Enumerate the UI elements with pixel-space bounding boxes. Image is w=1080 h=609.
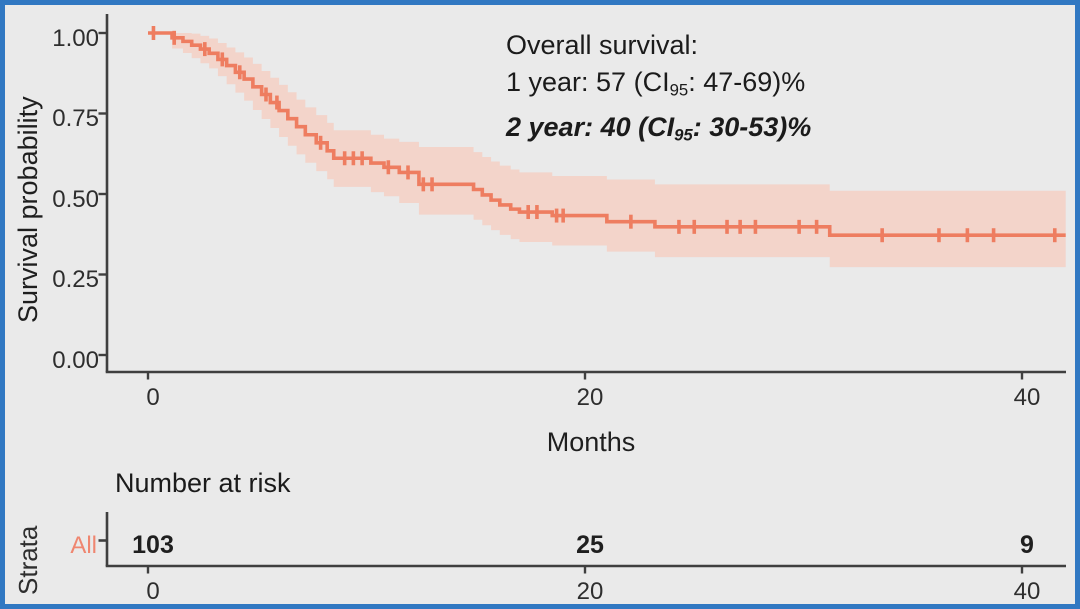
y-axis-title: Survival probability (13, 96, 43, 323)
annotation-title: Overall survival: (506, 30, 699, 60)
risk-count: 9 (1020, 531, 1034, 559)
confidence-band (148, 33, 1066, 268)
survival-curve (148, 31, 1066, 238)
risk-count: 25 (576, 531, 604, 559)
x-tick-label: 0 (146, 384, 160, 411)
x-tick-label: 40 (1013, 384, 1041, 411)
y-tick-label: 1.00 (52, 25, 99, 52)
risk-table-title: Number at risk (115, 468, 291, 498)
risk-row-label-all: All (70, 532, 97, 559)
x-axis-title: Months (546, 427, 636, 457)
y-tick-label: 0.50 (52, 186, 99, 213)
risk-count: 103 (132, 531, 174, 559)
ci-subscript: 95 (669, 80, 689, 100)
y-tick-label: 0.25 (52, 266, 99, 293)
risk-x-tick-label: 0 (146, 578, 160, 605)
tick-marks (98, 31, 1024, 574)
annotation-1-year: 1 year: 57 (CI95: 47-69)% (506, 67, 806, 100)
ci-subscript: 95 (674, 125, 693, 145)
overall-survival-annotation: Overall survival: 1 year: 57 (CI95: 47-6… (506, 27, 811, 153)
y-tick-label: 0.75 (52, 105, 99, 132)
risk-x-tick-label: 40 (1013, 578, 1041, 605)
annotation-2-year: 2 year: 40 (CI95: 30-53)% (506, 111, 812, 145)
censor-marks (151, 26, 1057, 243)
x-tick-label: 20 (576, 384, 604, 411)
y-tick-label: 0.00 (52, 347, 99, 374)
risk-x-tick-label: 20 (576, 578, 604, 605)
